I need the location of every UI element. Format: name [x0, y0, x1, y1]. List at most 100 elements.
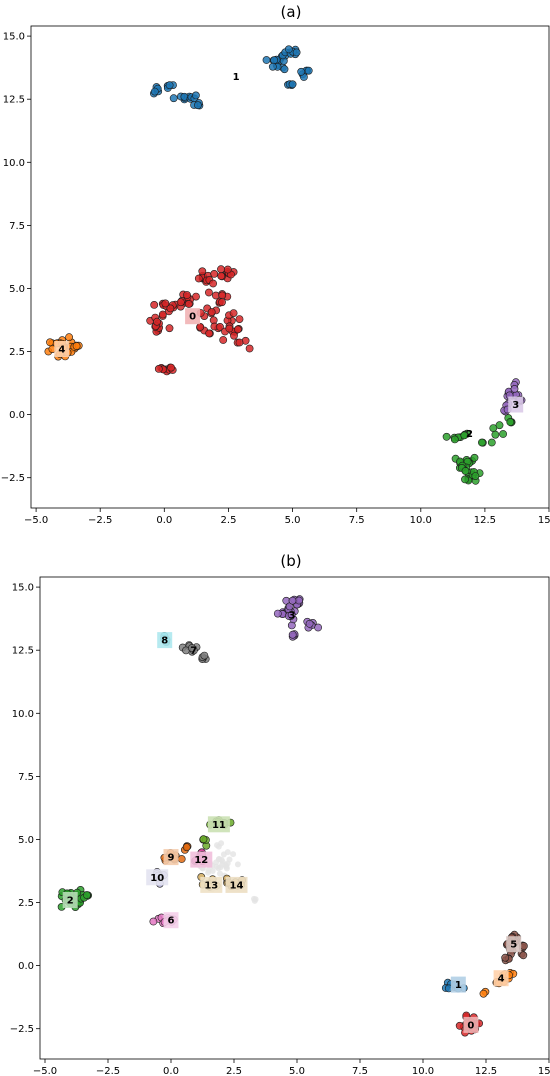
panel-a-cluster-0-point	[165, 324, 174, 333]
panel-a-cluster-1-point	[270, 56, 279, 65]
panel-b-cluster-3-point	[288, 596, 297, 605]
panel-a-cluster-4-point	[72, 342, 81, 350]
panel-a-cluster-2-label: 2	[466, 429, 473, 440]
panel-a-cluster-3-label-box	[508, 396, 524, 413]
panel-a-cluster-0-point	[194, 274, 203, 283]
panel-b-x-tick-label: −2.5	[96, 1066, 120, 1076]
panel-b-x-tick-label: 10.0	[412, 1066, 434, 1076]
panel-b-y-tick-label: 5.0	[18, 835, 34, 846]
panel-b-cluster-5-label-box	[506, 936, 522, 953]
panel-b-cluster-3-point	[273, 609, 282, 618]
panel-b-cluster-8-label-box	[157, 632, 173, 649]
panel-a-cluster-2-point	[470, 453, 479, 462]
panel-a-cluster-0-point	[167, 363, 175, 372]
panel-b-cluster-7-point	[188, 644, 196, 652]
panel-b-cluster-6-label: 6	[168, 916, 175, 927]
panel-a-cluster-1-point	[284, 45, 293, 54]
panel-a-points	[44, 45, 526, 485]
panel-a-cluster-3-label: 3	[512, 400, 519, 411]
panel-a-cluster-0-point	[196, 322, 205, 331]
panel-a-cluster-1-point	[288, 80, 297, 89]
panel-b-noise-point	[230, 851, 237, 858]
panel-a-cluster-labels: 0 1 2 3 4	[54, 72, 524, 440]
panel-b-cluster-8-label: 8	[161, 636, 168, 647]
panel-b-cluster-5-point	[520, 942, 528, 950]
panel-a-cluster-2-point	[471, 472, 480, 480]
panel-a-y-tick-label: 0.0	[9, 410, 25, 421]
panel-a-cluster-1-point	[165, 81, 174, 90]
panel-b-cluster-14-label: 14	[230, 880, 244, 891]
panel-b-cluster-6-point	[149, 917, 158, 926]
panel-a-cluster-1-point	[280, 65, 289, 74]
panel-b-cluster-3-point	[287, 610, 296, 619]
panel-b-cluster-6-label-box	[163, 912, 179, 929]
panel-a-cluster-1-point	[292, 48, 301, 57]
panel-a-cluster-0-point	[219, 336, 228, 344]
panel-b-cluster-7-label: 7	[190, 646, 197, 657]
panel-b-x-tick-label: 5.0	[289, 1066, 305, 1076]
panel-a-cluster-0-point	[183, 291, 191, 299]
panel-b-cluster-13-label-box	[200, 876, 223, 893]
panel-b-cluster-9-point	[182, 843, 191, 852]
panel-a-cluster-1-point	[268, 62, 277, 71]
panel-a-x-axis: −5.0 −2.5 0.0 2.5 5.0 7.5 10.0 12.5 15.0	[24, 508, 550, 526]
panel-b-noise-point	[205, 867, 212, 874]
panel-b-noise-point	[251, 897, 258, 904]
panel-b-y-tick-label: 12.5	[12, 646, 34, 657]
panel-b-cluster-2-label: 2	[67, 896, 74, 907]
panel-b-cluster-5-label: 5	[510, 940, 517, 951]
panel-a-y-tick-label: −2.5	[1, 473, 25, 484]
panel-b-noise-point	[234, 861, 241, 868]
panel-a-cluster-1-point	[169, 94, 178, 103]
panel-a-cluster-0-point	[225, 324, 234, 333]
panel-b-x-axis: −5.0 −2.5 0.0 2.5 5.0 7.5 10.0 12.5 15.0	[33, 1059, 550, 1076]
panel-a-cluster-4-label-box	[54, 341, 70, 357]
panel-b-x-tick-label: 12.5	[475, 1066, 497, 1076]
panel-b-cluster-11-point	[199, 835, 208, 844]
panel-a-x-tick-label: 2.5	[221, 515, 237, 526]
panel-b-cluster-12-label-box	[190, 851, 213, 868]
panel-a-cluster-2-point	[442, 432, 451, 441]
panel-b-x-tick-label: 0.0	[163, 1066, 179, 1076]
panel-a-cluster-2-point	[489, 424, 498, 432]
panel-a-cluster-1-point	[262, 56, 271, 64]
panel-a-cluster-0-point	[245, 344, 254, 353]
panel-b-cluster-1-label: 1	[455, 980, 462, 991]
panel-b-y-axis: −2.5 0.0 2.5 5.0 7.5 10.0 12.5 15.0	[10, 583, 40, 1035]
panel-b-cluster-3-point	[305, 619, 314, 628]
panel-a-cluster-0-point	[223, 265, 232, 274]
panel-a-y-tick-label: 7.5	[9, 221, 25, 232]
panel-a-cluster-1-point	[193, 101, 202, 110]
panel-a-cluster-2-point	[461, 467, 470, 475]
panel-a-y-tick-label: 15.0	[3, 32, 25, 43]
panel-a-cluster-0-point	[153, 317, 161, 326]
panel-b-cluster-2-point	[83, 891, 91, 899]
panel-a-x-tick-label: 7.5	[349, 515, 365, 526]
panel-a-cluster-2-point	[461, 475, 469, 484]
panel-a-cluster-0-point	[150, 300, 159, 309]
panel-a-x-tick-label: 12.5	[474, 515, 496, 526]
panel-b-cluster-0-point	[455, 1021, 464, 1030]
panel-a: (a) 0 1 2 3 4 −5.0 −2.5 0.0 2.5 5.0 7.5 10.0 12.5 15…	[1, 3, 550, 526]
panel-b-y-tick-label: 0.0	[18, 961, 34, 972]
panel-b-cluster-7-point	[200, 651, 209, 660]
panel-a-cluster-0-point	[161, 299, 170, 308]
panel-a-cluster-0-point	[235, 315, 244, 323]
panel-b-cluster-5-point	[501, 953, 510, 962]
panel-a-cluster-0-point	[229, 309, 238, 317]
panel-a-cluster-1-point	[191, 91, 200, 100]
panel-a-x-tick-label: −5.0	[24, 515, 48, 526]
panel-b-noise-point	[224, 849, 231, 856]
panel-a-x-tick-label: 5.0	[285, 515, 301, 526]
panel-a-cluster-2-point	[450, 435, 459, 444]
panel-a-cluster-0-point	[154, 364, 163, 373]
panel-b-cluster-10-label-box	[146, 869, 169, 886]
panel-a-cluster-0-label: 0	[189, 312, 196, 323]
panel-a-cluster-0-point	[192, 292, 200, 301]
panel-a-cluster-0-point	[158, 310, 167, 319]
panel-a-y-tick-label: 12.5	[3, 95, 25, 106]
panel-b-cluster-3-point	[295, 596, 303, 605]
panel-b-y-tick-label: −2.5	[10, 1024, 34, 1035]
